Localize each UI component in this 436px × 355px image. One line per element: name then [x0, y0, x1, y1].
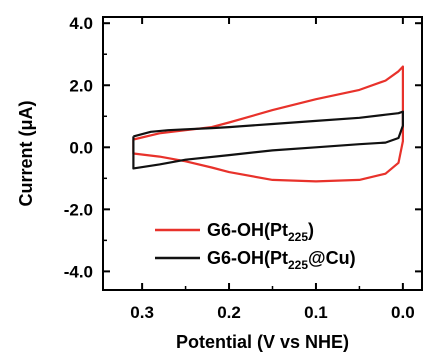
y-tick-label: -4.0 [64, 262, 93, 281]
x-tick-label: 0.1 [304, 303, 328, 322]
y-axis-label: Current (μA) [16, 100, 36, 206]
series-line-2 [132, 110, 404, 170]
plot-frame [102, 16, 423, 291]
x-tick-label: 0.2 [217, 303, 241, 322]
y-tick-label: 4.0 [69, 14, 93, 33]
legend-label-2: G6-OH(Pt225@Cu) [207, 248, 356, 272]
x-axis-label: Potential (V vs NHE) [176, 332, 349, 352]
x-tick-label: 0.3 [130, 303, 154, 322]
y-tick-label: 0.0 [69, 138, 93, 157]
y-tick-label: 2.0 [69, 76, 93, 95]
y-tick-label: -2.0 [64, 200, 93, 219]
x-tick-label: 0.0 [391, 303, 415, 322]
legend-label-1: G6-OH(Pt225) [207, 220, 314, 244]
